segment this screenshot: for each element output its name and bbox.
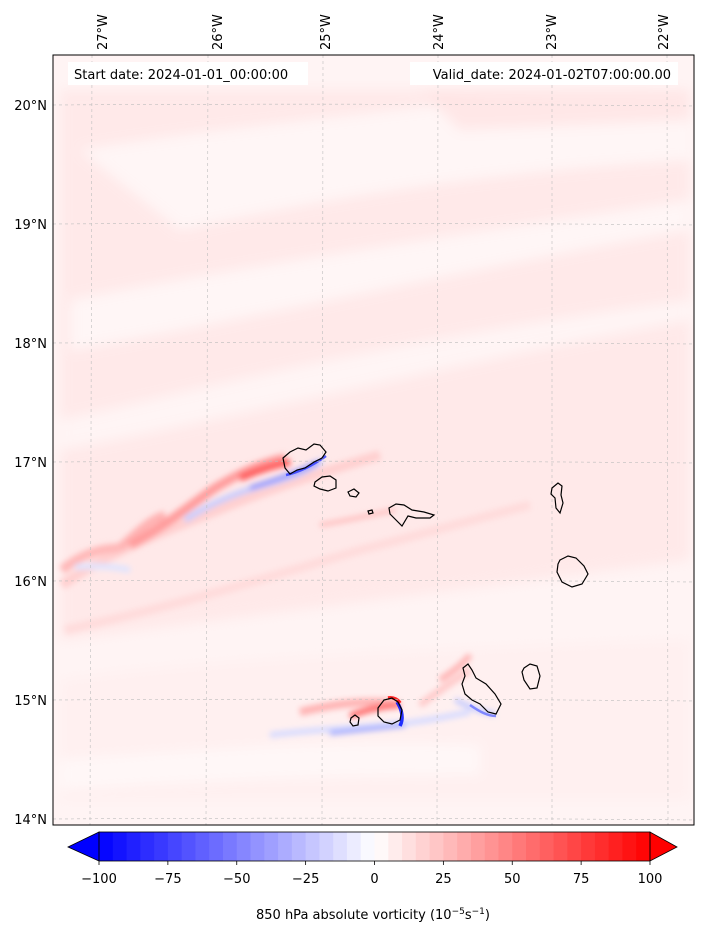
latitude-labels: 20°N 19°N 18°N 17°N 16°N 15°N 14°N	[14, 99, 47, 828]
colorbar-cell	[236, 832, 252, 861]
lat-label-18n: 18°N	[14, 337, 47, 352]
colorbar-cell	[484, 832, 499, 861]
valid-date-box	[410, 62, 678, 85]
colorbar-cell	[636, 832, 651, 861]
lat-label-17n: 17°N	[14, 456, 47, 471]
colorbar-cell	[388, 832, 403, 861]
colorbar-cell	[333, 832, 348, 861]
island-sao-vicente	[313, 475, 337, 492]
colorbar-cell	[581, 832, 596, 861]
map-frame	[52, 54, 695, 826]
colorbar-cell	[346, 832, 362, 861]
colorbar-cell	[429, 832, 444, 861]
colorbar-cell	[112, 832, 128, 861]
colorbar-cell	[209, 832, 224, 861]
colorbar-tick-label: 25	[435, 872, 452, 887]
colorbar-cell	[457, 832, 472, 861]
colorbar-cell	[443, 832, 458, 861]
coastlines	[282, 443, 589, 727]
lon-label-27w: 27°W	[96, 14, 111, 50]
colorbar-extend-high	[649, 831, 678, 862]
start-date-box	[68, 62, 308, 85]
colorbar-cell	[498, 832, 513, 861]
longitude-labels: 27°W 26°W 25°W 24°W 23°W 22°W	[96, 14, 672, 50]
colorbar-tick-label: −50	[223, 872, 250, 887]
lat-label-15n: 15°N	[14, 694, 47, 709]
colorbar-cell	[278, 832, 293, 861]
island-santa-luzia	[347, 488, 360, 498]
colorbar-cell	[402, 832, 417, 861]
colorbar-label: 850 hPa absolute vorticity (10−5s−1)	[256, 907, 490, 923]
island-fogo	[377, 697, 403, 725]
colorbar-cell	[195, 832, 210, 861]
colorbar-cell	[305, 832, 320, 861]
shear-bands	[59, 450, 532, 738]
colorbar-cell	[470, 832, 486, 861]
island-boa-vista	[556, 555, 589, 588]
vorticity-field	[60, 90, 690, 800]
colorbar-cell	[526, 832, 541, 861]
colorbar-cell	[291, 832, 307, 861]
island-sao-nicolau	[388, 503, 436, 527]
colorbar-tick-label: 50	[504, 872, 521, 887]
lon-label-23w: 23°W	[545, 14, 560, 50]
colorbar-cell	[594, 832, 610, 861]
island-sal	[550, 482, 564, 515]
colorbar: −100 −75 −50 −25 0 25 50 75 100 850 hPa absolute…	[67, 831, 678, 923]
island-brava	[349, 714, 360, 727]
lat-label-16n: 16°N	[14, 575, 47, 590]
lat-label-14n: 14°N	[14, 813, 47, 828]
colorbar-cell	[264, 832, 279, 861]
colorbar-tick-label: −25	[292, 872, 319, 887]
colorbar-cell	[360, 832, 375, 861]
colorbar-cell	[512, 832, 527, 861]
colorbar-cell	[99, 832, 114, 861]
colorbar-cell	[140, 832, 155, 861]
lon-label-22w: 22°W	[657, 14, 672, 50]
colorbar-cell	[319, 832, 334, 861]
colorbar-cell	[622, 832, 637, 861]
map-panel	[53, 55, 694, 825]
colorbar-tick-label: −100	[81, 872, 117, 887]
colorbar-ticks: −100 −75 −50 −25 0 25 50 75 100	[81, 861, 662, 887]
lon-label-24w: 24°W	[432, 14, 447, 50]
colorbar-cell	[154, 832, 169, 861]
colorbar-tick-label: 100	[638, 872, 663, 887]
colorbar-cell	[374, 832, 389, 861]
start-date-text: Start date: 2024-01-01_00:00:00	[74, 68, 288, 83]
colorbar-cell	[539, 832, 555, 861]
lon-label-26w: 26°W	[211, 14, 226, 50]
island-maio	[521, 663, 541, 690]
colorbar-cell	[126, 832, 141, 861]
colorbar-cell	[222, 832, 238, 861]
island-ilheu	[367, 509, 374, 515]
valid-date-text: Valid_date: 2024-01-02T07:00:00.00	[433, 68, 671, 83]
lat-label-20n: 20°N	[14, 99, 47, 114]
colorbar-cell	[181, 832, 196, 861]
colorbar-tick-label: 75	[573, 872, 590, 887]
colorbar-cell	[567, 832, 582, 861]
map-gridlines	[53, 55, 694, 825]
colorbar-tick-label: −75	[154, 872, 181, 887]
colorbar-cells	[99, 832, 651, 861]
colorbar-cell	[167, 832, 183, 861]
colorbar-tick-label: 0	[370, 872, 378, 887]
lon-label-25w: 25°W	[319, 14, 334, 50]
colorbar-cell	[250, 832, 265, 861]
colorbar-cell	[415, 832, 431, 861]
lat-label-19n: 19°N	[14, 218, 47, 233]
colorbar-extend-low	[67, 831, 100, 862]
island-santiago	[461, 663, 502, 715]
colorbar-cell	[553, 832, 568, 861]
island-santo-antao	[282, 443, 327, 475]
colorbar-cell	[608, 832, 623, 861]
